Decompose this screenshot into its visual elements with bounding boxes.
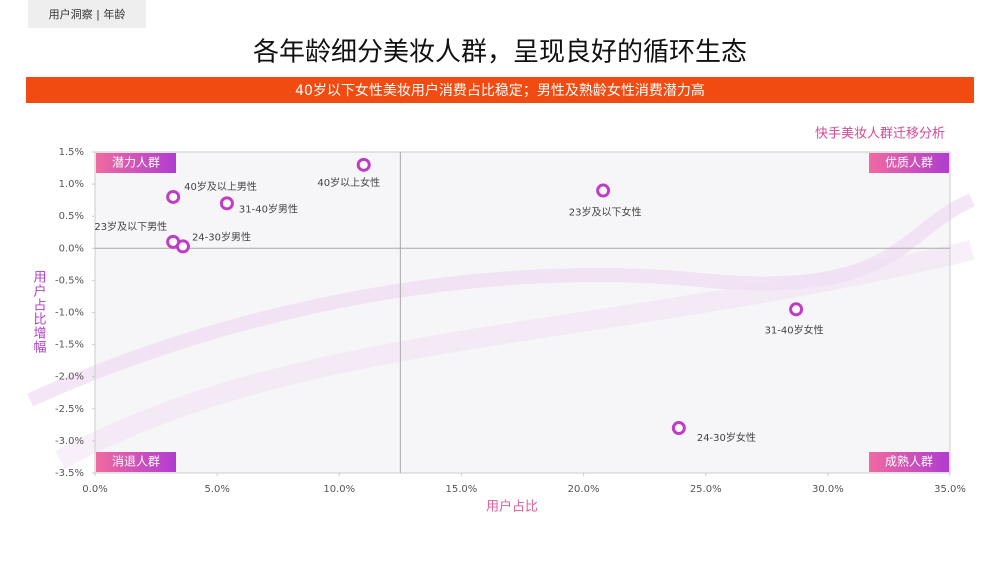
point [356, 157, 371, 172]
banner-text: 40岁以下女性美妆用户消费占比稳定；男性及熟龄女性消费潜力高 [295, 82, 705, 99]
point-label: 24-30岁女性 [697, 431, 756, 444]
quadrant-label: 成熟人群 [885, 454, 933, 469]
point [596, 183, 611, 198]
page-title: 各年龄细分美妆人群，呈现良好的循环生态 [253, 38, 747, 68]
point-label: 31-40岁女性 [765, 323, 824, 336]
point [166, 189, 181, 204]
quadrant-badge [96, 452, 176, 472]
y-tick-label: 0.5% [59, 211, 84, 222]
point-label: 40岁及以上男性 [184, 180, 257, 193]
tag-bg [28, 0, 146, 28]
point-label: 23岁及以下男性 [94, 220, 167, 233]
x-tick-label: 30.0% [812, 484, 844, 495]
y-tick-label: -3.5% [55, 468, 84, 479]
point [219, 196, 234, 211]
point-label: 31-40岁男性 [239, 202, 298, 215]
x-tick-label: 20.0% [568, 484, 600, 495]
quadrant-badge [869, 153, 949, 173]
point [175, 239, 190, 254]
x-tick-label: 35.0% [934, 484, 966, 495]
y-tick-label: -1.0% [55, 308, 84, 319]
y-tick-label: 1.0% [59, 179, 84, 190]
x-tick-label: 5.0% [204, 484, 229, 495]
point [671, 421, 686, 436]
y-tick-label: 0.0% [59, 243, 84, 254]
y-axis-label: 用户占比增幅 [31, 270, 47, 354]
point-label: 40岁以上女性 [317, 176, 380, 189]
y-tick-label: 1.5% [59, 147, 84, 158]
point-label: 24-30岁男性 [192, 230, 251, 243]
y-tick-label: -1.5% [55, 340, 84, 351]
quadrant-label: 潜力人群 [112, 156, 160, 170]
decoration [55, 240, 975, 469]
quadrant-label: 消退人群 [112, 455, 160, 469]
y-tick-label: -3.0% [55, 436, 84, 447]
y-tick-label: -0.5% [55, 275, 84, 286]
x-tick-label: 0.0% [82, 484, 107, 495]
chart-title: 快手美妆人群迁移分析 [815, 127, 945, 142]
banner [26, 77, 974, 103]
y-tick-label: -2.5% [55, 404, 84, 415]
x-axis-label: 用户占比 [486, 499, 538, 515]
point-label: 23岁及以下女性 [569, 206, 642, 219]
y-tick-label: -2.0% [55, 372, 84, 383]
plot-bg [95, 152, 950, 473]
point [789, 302, 804, 317]
tag: 用户洞察 | 年龄 [49, 7, 126, 21]
decoration [27, 193, 975, 407]
quadrant-badge [96, 153, 176, 173]
quadrant-badge [869, 452, 949, 472]
x-tick-label: 25.0% [690, 484, 722, 495]
x-tick-label: 15.0% [446, 484, 478, 495]
quadrant-label: 优质人群 [885, 156, 933, 170]
x-tick-label: 10.0% [323, 484, 355, 495]
